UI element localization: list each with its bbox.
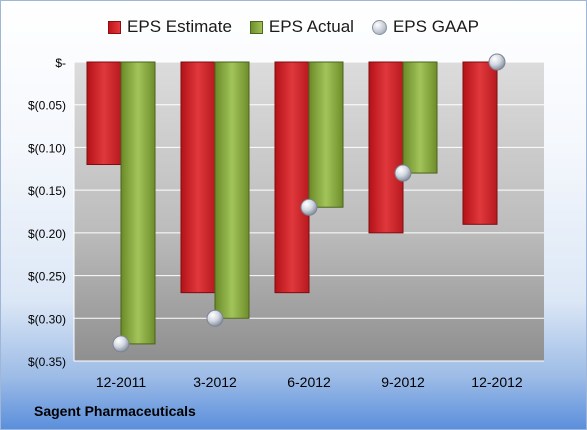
company-name: Sagent Pharmaceuticals	[34, 403, 196, 419]
x-tick-label: 6-2012	[287, 374, 331, 390]
y-tick-label: $(0.35)	[28, 355, 66, 369]
y-axis: $- $(0.05) $(0.10) $(0.15) $(0.20) $(0.25) $(0…	[28, 56, 66, 369]
bar-eps-estimate	[462, 61, 498, 225]
x-tick-label: 12-2011	[96, 374, 147, 390]
bar-eps-estimate	[274, 61, 310, 294]
x-tick-label: 3-2012	[193, 374, 237, 390]
legend-swatch-estimate	[108, 20, 122, 34]
marker-eps-gaap	[206, 309, 224, 327]
marker-eps-gaap	[300, 198, 318, 216]
y-tick-label: $(0.20)	[28, 227, 66, 241]
legend-label-gaap: EPS GAAP	[392, 17, 479, 36]
marker-eps-gaap	[112, 335, 130, 353]
bars	[86, 61, 498, 345]
x-tick-label: 9-2012	[381, 374, 425, 390]
marker-eps-gaap	[394, 164, 412, 182]
legend-swatch-actual	[249, 20, 263, 34]
legend-item-actual: EPS Actual	[249, 17, 354, 37]
bar-eps-actual	[308, 61, 344, 208]
x-tick-label: 12-2012	[471, 374, 523, 390]
bar-eps-estimate	[86, 61, 122, 166]
marker-eps-gaap	[488, 53, 506, 71]
legend-item-estimate: EPS Estimate	[108, 17, 232, 37]
legend-item-gaap: EPS GAAP	[371, 17, 479, 37]
y-tick-label: $-	[55, 56, 66, 70]
y-tick-label: $(0.30)	[28, 312, 66, 326]
bar-eps-actual	[120, 61, 156, 345]
legend-swatch-gaap	[371, 19, 387, 35]
y-tick-label: $(0.10)	[28, 141, 66, 155]
y-tick-label: $(0.05)	[28, 99, 66, 113]
gaap-markers	[112, 53, 506, 353]
bar-eps-actual	[214, 61, 250, 319]
y-tick-label: $(0.15)	[28, 184, 66, 198]
bar-eps-estimate	[180, 61, 216, 294]
y-tick-label: $(0.25)	[28, 270, 66, 284]
x-axis: 12-2011 3-2012 6-2012 9-2012 12-2012	[96, 374, 523, 390]
legend-label-estimate: EPS Estimate	[127, 17, 232, 36]
bar-eps-estimate	[368, 61, 404, 234]
legend-label-actual: EPS Actual	[268, 17, 354, 36]
legend: EPS Estimate EPS Actual EPS GAAP	[0, 17, 587, 37]
bar-eps-actual	[402, 61, 438, 174]
